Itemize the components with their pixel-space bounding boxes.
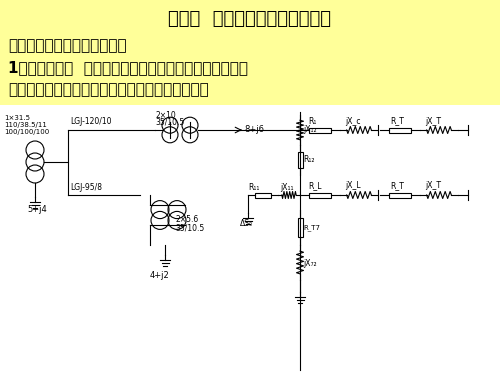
Bar (298, 152, 302, 168)
Text: 第四节  标幺值和电力网等值电路: 第四节 标幺值和电力网等值电路 (168, 10, 332, 28)
Text: 35/10.5: 35/10.5 (175, 224, 204, 232)
Text: 35/10.5: 35/10.5 (155, 117, 184, 126)
Text: 8+j6: 8+j6 (244, 126, 264, 135)
Text: jX₁₁: jX₁₁ (280, 183, 293, 192)
Bar (389, 192, 411, 198)
Text: ΔS₀: ΔS₀ (240, 219, 253, 228)
Text: LGJ-95/8: LGJ-95/8 (70, 183, 102, 192)
Text: 110/38.5/11: 110/38.5/11 (4, 122, 47, 128)
Text: R_T7: R_T7 (303, 225, 320, 231)
Text: R_L: R_L (308, 182, 322, 190)
Text: 5+j4: 5+j4 (27, 206, 47, 214)
Text: 2×10: 2×10 (155, 111, 176, 120)
Bar (309, 192, 331, 198)
Text: 后，再按照电气主接线图作出全系统的等值电路。: 后，再按照电气主接线图作出全系统的等值电路。 (8, 82, 209, 97)
Text: R_T: R_T (390, 182, 404, 190)
Text: 一、电力网的有名值等值电路: 一、电力网的有名值等值电路 (8, 38, 126, 53)
Text: 100/100/100: 100/100/100 (4, 129, 49, 135)
Bar (0, 105, 500, 375)
Text: jX_T: jX_T (425, 182, 441, 190)
Bar (298, 218, 302, 237)
Text: 4+j2: 4+j2 (150, 270, 170, 279)
Bar (255, 192, 271, 198)
Text: 2×5.6: 2×5.6 (175, 216, 198, 225)
Text: jX_c: jX_c (345, 117, 360, 126)
Bar (309, 128, 331, 132)
Text: R₁₁: R₁₁ (248, 183, 260, 192)
Text: jX_T: jX_T (425, 117, 441, 126)
Text: jX₁₂: jX₁₂ (303, 126, 316, 135)
Text: R₁₂: R₁₂ (303, 156, 314, 165)
Text: LGJ-120/10: LGJ-120/10 (70, 117, 112, 126)
Bar (389, 128, 411, 132)
Text: R₁: R₁ (308, 117, 316, 126)
Text: 1、等值电路：  在求得电力系统各元件的参数和等值电路: 1、等值电路： 在求得电力系统各元件的参数和等值电路 (8, 60, 248, 75)
Text: jX₇₂: jX₇₂ (303, 258, 316, 267)
Text: R_T: R_T (390, 117, 404, 126)
Text: jX_L: jX_L (345, 182, 360, 190)
Text: 1×31.5: 1×31.5 (4, 115, 30, 121)
